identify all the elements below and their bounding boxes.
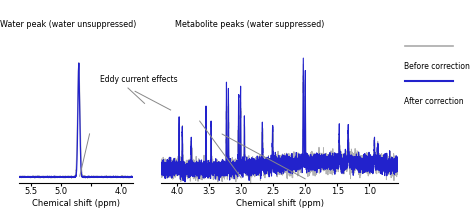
Text: Water peak (water unsuppressed): Water peak (water unsuppressed): [0, 20, 137, 29]
X-axis label: Chemical shift (ppm): Chemical shift (ppm): [236, 198, 324, 207]
Text: Eddy current effects: Eddy current effects: [100, 75, 177, 84]
Text: Before correction: Before correction: [404, 62, 470, 71]
Text: After correction: After correction: [404, 97, 464, 106]
X-axis label: Chemical shift (ppm): Chemical shift (ppm): [32, 198, 120, 207]
Text: Metabolite peaks (water suppressed): Metabolite peaks (water suppressed): [175, 20, 325, 29]
